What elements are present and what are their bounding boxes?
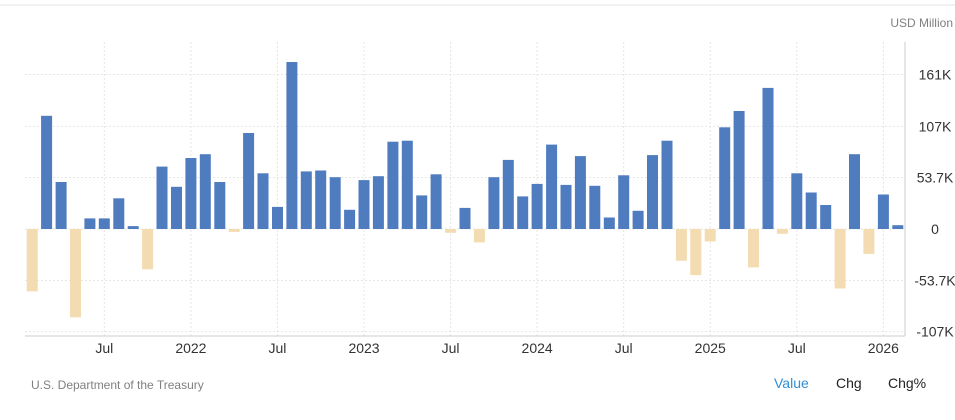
bar-positive: [344, 209, 356, 229]
bar-positive: [502, 159, 514, 229]
bar-positive: [41, 115, 53, 229]
bar-positive: [127, 226, 139, 229]
bar-positive: [762, 87, 774, 230]
bar-positive: [603, 217, 615, 229]
bar-positive: [661, 140, 673, 229]
bar-positive: [84, 218, 96, 229]
bar-positive: [546, 144, 558, 229]
bar-positive: [286, 62, 298, 229]
bar-positive: [372, 176, 384, 229]
bar-positive: [358, 180, 370, 229]
y-axis-ticks: 161K 107K 53.7K 0 -53.7K -107K: [914, 67, 955, 340]
bar-negative: [26, 229, 38, 292]
bar-positive: [272, 206, 283, 229]
bar-negative: [445, 229, 457, 233]
x-tick-label: 2024: [522, 340, 553, 356]
bars: [26, 62, 904, 318]
y-tick-label: -107K: [916, 324, 954, 340]
bar-positive: [300, 171, 312, 229]
x-tick-label: Jul: [442, 340, 460, 356]
x-tick-label: 2026: [868, 340, 899, 356]
bar-positive: [315, 170, 327, 229]
tab-chg[interactable]: Chg: [836, 375, 862, 391]
bar-positive: [892, 225, 904, 229]
y-tick-label: -53.7K: [914, 273, 955, 289]
bar-negative: [228, 229, 240, 232]
source-label: U.S. Department of the Treasury: [31, 378, 204, 392]
bar-negative: [704, 229, 716, 242]
tab-chg-percent[interactable]: Chg%: [888, 375, 927, 391]
bar-positive: [849, 154, 860, 229]
bar-positive: [719, 127, 731, 229]
bar-positive: [113, 198, 125, 229]
x-tick-label: 2023: [348, 340, 379, 356]
bar-negative: [863, 229, 875, 254]
bar-negative: [473, 229, 485, 243]
y-tick-label: 107K: [919, 118, 952, 134]
bar-positive: [531, 183, 543, 229]
bar-negative: [776, 229, 788, 234]
bar-positive: [257, 173, 269, 229]
bar-positive: [430, 174, 442, 229]
bar-positive: [459, 207, 471, 229]
bar-positive: [877, 194, 889, 229]
x-tick-label: 2022: [175, 340, 206, 356]
x-tick-label: Jul: [95, 340, 113, 356]
x-axis-ticks: Jul 2022 Jul 2023 Jul 2024 Jul 2025 Jul 2026: [95, 340, 899, 356]
bar-positive: [55, 182, 67, 229]
x-tick-label: 2025: [695, 340, 726, 356]
bar-positive: [488, 177, 500, 229]
bar-negative: [142, 229, 154, 270]
bar-positive: [185, 158, 197, 229]
bar-positive: [647, 155, 658, 229]
bar-positive: [416, 195, 428, 229]
bar-positive: [574, 156, 586, 229]
bar-negative: [834, 229, 846, 289]
y-tick-label: 0: [931, 221, 939, 237]
bar-positive: [214, 182, 226, 229]
unit-label: USD Million: [890, 16, 953, 30]
bar-positive: [632, 210, 644, 229]
bar-negative: [675, 229, 687, 261]
bar-positive: [98, 218, 110, 229]
bar-positive: [589, 185, 601, 229]
bar-positive: [199, 154, 211, 229]
bar-negative: [690, 229, 702, 276]
bar-positive: [517, 196, 529, 229]
bar-positive: [791, 173, 803, 229]
x-tick-label: Jul: [788, 340, 806, 356]
bar-positive: [401, 140, 413, 229]
bar-positive: [618, 175, 630, 229]
bar-positive: [329, 177, 341, 229]
bar-positive: [560, 184, 572, 229]
bar-positive: [156, 166, 168, 229]
tab-value[interactable]: Value: [774, 375, 809, 391]
y-tick-label: 161K: [919, 67, 952, 83]
x-tick-label: Jul: [269, 340, 287, 356]
bar-positive: [805, 192, 817, 229]
bar-positive: [171, 186, 182, 229]
bar-negative: [70, 229, 81, 318]
x-tick-label: Jul: [615, 340, 633, 356]
bar-positive: [243, 133, 255, 229]
y-tick-label: 53.7K: [917, 169, 954, 185]
bar-positive: [733, 111, 745, 229]
bar-negative: [748, 229, 759, 268]
bar-positive: [820, 205, 832, 229]
bar-positive: [387, 141, 399, 229]
